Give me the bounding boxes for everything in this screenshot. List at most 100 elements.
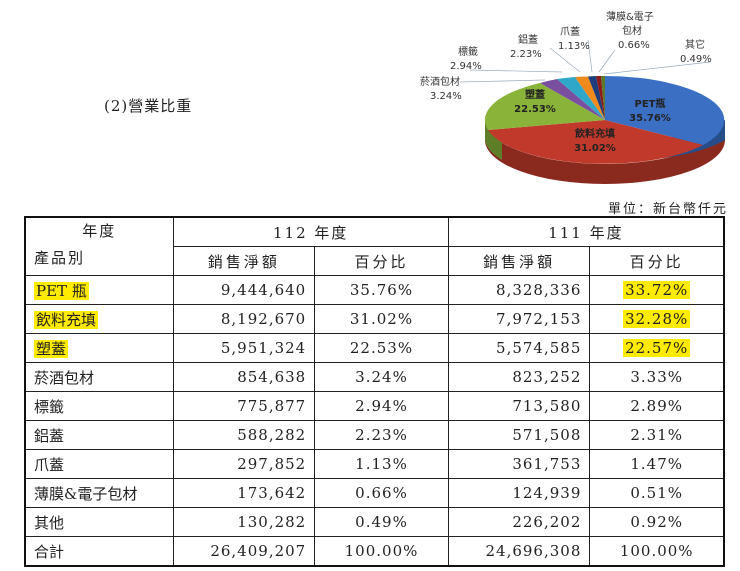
total-pct-112: 100.00% xyxy=(314,536,449,567)
svg-text:22.53%: 22.53% xyxy=(514,104,556,115)
product-cell: 菸酒包材 xyxy=(24,362,174,392)
highlighted-pct: 32.28% xyxy=(623,310,691,328)
amount-111: 823,252 xyxy=(447,362,591,392)
pct-112: 2.23% xyxy=(314,420,449,450)
total-row: 合計 26,409,207 100.00% 24,696,308 100.00% xyxy=(24,536,725,567)
pct-112: 0.66% xyxy=(314,478,449,508)
highlighted-product: PET 瓶 xyxy=(34,281,89,300)
amount-112: 775,877 xyxy=(172,391,316,421)
pct-header-111: 百分比 xyxy=(589,246,725,276)
amount-112: 297,852 xyxy=(172,449,316,479)
pct-112: 31.02% xyxy=(314,304,449,334)
svg-text:2.23%: 2.23% xyxy=(510,49,542,60)
table-row: 飲料充填 8,192,670 31.02% 7,972,153 32.28% xyxy=(24,304,725,334)
amount-112: 5,951,324 xyxy=(172,333,316,363)
header-row-years: 年度 產品別 112 年度 111 年度 xyxy=(24,216,725,276)
unit-note: 單位：新台幣仟元 xyxy=(607,202,728,217)
slice-other xyxy=(601,75,605,120)
slice-alu-cap xyxy=(575,76,605,120)
amount-112: 9,444,640 xyxy=(172,275,316,305)
amount-112: 588,282 xyxy=(172,420,316,450)
svg-text:0.66%: 0.66% xyxy=(618,40,650,51)
pct-111-cell: 33.72% xyxy=(589,275,725,305)
svg-text:爪蓋: 爪蓋 xyxy=(560,26,580,38)
product-cell: 標籤 xyxy=(24,391,174,421)
year-header-111: 111 年度 xyxy=(447,216,725,247)
amount-112: 854,638 xyxy=(172,362,316,392)
product-cell: 其他 xyxy=(24,507,174,537)
amount-111: 713,580 xyxy=(447,391,591,421)
amount-111: 8,328,336 xyxy=(447,275,591,305)
amount-111: 571,508 xyxy=(447,420,591,450)
pct-112: 2.94% xyxy=(314,391,449,421)
highlighted-pct: 22.57% xyxy=(623,339,691,357)
table-row: PET 瓶 9,444,640 35.76% 8,328,336 33.72% xyxy=(24,275,725,305)
product-cell: PET 瓶 xyxy=(24,275,174,305)
svg-text:1.13%: 1.13% xyxy=(558,41,590,52)
svg-text:標籤: 標籤 xyxy=(458,45,478,58)
table-row: 菸酒包材 854,638 3.24% 823,252 3.33% xyxy=(24,362,725,392)
amount-111: 7,972,153 xyxy=(447,304,591,334)
svg-text:0.49%: 0.49% xyxy=(680,54,712,65)
product-cell: 爪蓋 xyxy=(24,449,174,479)
amount-111: 124,939 xyxy=(447,478,591,508)
svg-text:薄膜&電子: 薄膜&電子 xyxy=(606,10,654,23)
svg-text:PET瓶: PET瓶 xyxy=(635,97,666,110)
slice-plastic-cap xyxy=(484,83,605,130)
pct-112: 35.76% xyxy=(314,275,449,305)
svg-text:35.76%: 35.76% xyxy=(629,113,671,124)
highlighted-pct: 33.72% xyxy=(623,281,691,299)
pct-111: 0.51% xyxy=(589,478,725,508)
pct-111: 3.33% xyxy=(589,362,725,392)
svg-text:31.02%: 31.02% xyxy=(574,143,616,154)
amount-112: 8,192,670 xyxy=(172,304,316,334)
pct-111: 1.47% xyxy=(589,449,725,479)
slice-tobacco xyxy=(540,79,605,120)
pct-111-cell: 32.28% xyxy=(589,304,725,334)
slice-film xyxy=(596,75,605,120)
total-amount-111: 24,696,308 xyxy=(447,536,591,567)
table-row: 標籤 775,877 2.94% 713,580 2.89% xyxy=(24,391,725,421)
pct-112: 3.24% xyxy=(314,362,449,392)
amount-header-112: 銷售淨額 xyxy=(172,246,316,276)
total-amount-112: 26,409,207 xyxy=(172,536,316,567)
corner-product-label: 產品別 xyxy=(34,249,86,267)
table-row: 薄膜&電子包材 173,642 0.66% 124,939 0.51% xyxy=(24,478,725,508)
svg-text:飲料充填: 飲料充填 xyxy=(574,127,615,140)
svg-text:3.24%: 3.24% xyxy=(430,91,462,102)
svg-text:鋁蓋: 鋁蓋 xyxy=(518,33,538,46)
svg-text:菸酒包材: 菸酒包材 xyxy=(420,75,460,88)
table-row: 鋁蓋 588,282 2.23% 571,508 2.31% xyxy=(24,420,725,450)
highlighted-product: 飲料充填 xyxy=(34,310,99,329)
amount-111: 226,202 xyxy=(447,507,591,537)
corner-year-label: 年度 xyxy=(82,222,117,240)
table-row: 其他 130,282 0.49% 226,202 0.92% xyxy=(24,507,725,537)
product-cell: 薄膜&電子包材 xyxy=(24,478,174,508)
section-title: (2)營業比重 xyxy=(104,97,193,115)
pct-112: 22.53% xyxy=(314,333,449,363)
svg-text:其它: 其它 xyxy=(685,38,705,51)
sales-table: 年度 產品別 112 年度 111 年度 銷售淨額 百分比 銷售淨額 百分比 P… xyxy=(24,216,725,567)
year-header-112: 112 年度 xyxy=(172,216,449,247)
header-row-cols: 銷售淨額 百分比 銷售淨額 百分比 xyxy=(25,246,725,276)
pct-header-112: 百分比 xyxy=(314,246,449,276)
pct-112: 0.49% xyxy=(314,507,449,537)
slice-label xyxy=(557,77,605,120)
table-row: 爪蓋 297,852 1.13% 361,753 1.47% xyxy=(24,449,725,479)
total-pct-111: 100.00% xyxy=(589,536,725,567)
slice-pet xyxy=(605,76,725,145)
svg-text:包材: 包材 xyxy=(622,24,642,37)
amount-112: 173,642 xyxy=(172,478,316,508)
highlighted-product: 塑蓋 xyxy=(34,339,69,358)
table-row: 塑蓋 5,951,324 22.53% 5,574,585 22.57% xyxy=(24,333,725,363)
product-cell: 塑蓋 xyxy=(24,333,174,363)
pct-111-cell: 22.57% xyxy=(589,333,725,363)
pct-111: 2.31% xyxy=(589,420,725,450)
amount-header-111: 銷售淨額 xyxy=(447,246,591,276)
pct-112: 1.13% xyxy=(314,449,449,479)
amount-111: 361,753 xyxy=(447,449,591,479)
total-label: 合計 xyxy=(24,536,174,567)
pct-111: 2.89% xyxy=(589,391,725,421)
amount-111: 5,574,585 xyxy=(447,333,591,363)
product-cell: 飲料充填 xyxy=(24,304,174,334)
